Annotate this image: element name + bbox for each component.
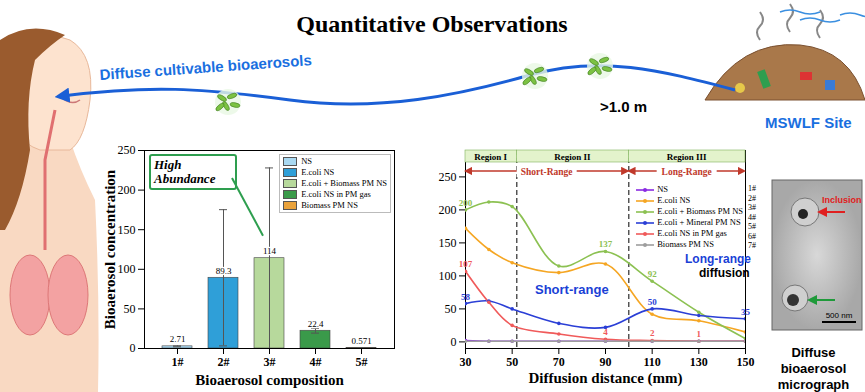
- svg-text:Bioaerosol composition: Bioaerosol composition: [195, 372, 344, 388]
- html-text:E.coli + Mineral PM NS: E.coli + Mineral PM NS: [657, 217, 741, 227]
- svg-text:150: 150: [737, 355, 755, 369]
- svg-text:Short-Range: Short-Range: [521, 167, 573, 177]
- html-text:E.coli NS in PM gas: E.coli NS in PM gas: [657, 228, 727, 238]
- svg-text:250: 250: [439, 170, 457, 184]
- html-text:Short-range: Short-range: [535, 282, 609, 297]
- html-text:7#: 7#: [748, 241, 756, 250]
- svg-text:200: 200: [439, 203, 457, 217]
- svg-text:4: 4: [603, 327, 608, 337]
- svg-text:0: 0: [130, 341, 136, 355]
- html-text:Biomass PM NS: Biomass PM NS: [301, 200, 358, 210]
- svg-text:3#: 3#: [264, 355, 276, 369]
- html-text:NS: NS: [657, 184, 669, 194]
- svg-text:92: 92: [648, 269, 658, 279]
- svg-text:Diffuse cultivable bioaerosols: Diffuse cultivable bioaerosols: [99, 51, 312, 83]
- svg-text:50: 50: [506, 355, 518, 369]
- svg-text:>1.0 m: >1.0 m: [600, 98, 647, 115]
- svg-text:150: 150: [118, 223, 136, 237]
- html-text:Diffuse bioaerosol micrograph: Diffuse bioaerosol micrograph: [777, 345, 850, 392]
- html-text:5#: 5#: [748, 222, 756, 231]
- svg-text:107: 107: [459, 259, 473, 269]
- svg-text:22.4: 22.4: [308, 319, 324, 329]
- svg-text:114: 114: [263, 246, 277, 256]
- svg-text:Region I: Region I: [474, 152, 507, 162]
- svg-text:137: 137: [599, 239, 613, 249]
- svg-text:0: 0: [451, 335, 457, 349]
- svg-text:150: 150: [439, 236, 457, 250]
- svg-text:Bioaerosol concentration: Bioaerosol concentration: [102, 169, 118, 329]
- svg-text:2: 2: [650, 328, 655, 338]
- svg-text:Region II: Region II: [554, 152, 591, 162]
- html-text:3#: 3#: [748, 203, 756, 212]
- svg-text:200: 200: [118, 183, 136, 197]
- svg-text:35: 35: [741, 307, 751, 317]
- svg-text:58: 58: [461, 292, 471, 302]
- svg-text:1: 1: [697, 329, 702, 339]
- svg-text:110: 110: [643, 355, 660, 369]
- svg-text:Long-Range: Long-Range: [662, 167, 712, 177]
- svg-text:4#: 4#: [310, 355, 322, 369]
- html-text:1#: 1#: [748, 184, 756, 193]
- svg-text:50: 50: [445, 302, 457, 316]
- svg-text:Inclusion: Inclusion: [822, 195, 862, 205]
- svg-text:Diffusion distance (mm): Diffusion distance (mm): [528, 370, 682, 387]
- svg-text:250: 250: [118, 143, 136, 157]
- svg-text:90: 90: [600, 355, 612, 369]
- html-text:Long-range: Long-range: [685, 252, 751, 266]
- html-text:4#: 4#: [748, 212, 756, 222]
- svg-text:50: 50: [124, 302, 136, 316]
- svg-text:0.571: 0.571: [351, 336, 371, 346]
- html-text:E.coli NS in PM gas: E.coli NS in PM gas: [301, 189, 371, 199]
- svg-text:89.3: 89.3: [216, 266, 232, 276]
- html-text:2#: 2#: [748, 193, 756, 203]
- html-text:E.coli NS: E.coli NS: [301, 167, 335, 177]
- svg-text:2#: 2#: [218, 355, 230, 369]
- html-text:High Abundance: High Abundance: [154, 157, 216, 186]
- svg-text:200: 200: [459, 198, 473, 208]
- svg-text:100: 100: [439, 269, 457, 283]
- html-text:E.coli NS: E.coli NS: [657, 195, 691, 205]
- svg-text:30: 30: [460, 355, 472, 369]
- html-text:6#: 6#: [748, 231, 756, 241]
- html-text:E.coli + Biomass PM NS: E.coli + Biomass PM NS: [301, 178, 387, 188]
- svg-text:130: 130: [690, 355, 708, 369]
- html-text:diffusion: diffusion: [699, 266, 750, 280]
- svg-text:Region III: Region III: [667, 152, 707, 162]
- svg-text:2.71: 2.71: [170, 334, 186, 344]
- svg-text:Quantitative Observations: Quantitative Observations: [296, 11, 567, 37]
- html-text:NS: NS: [301, 156, 313, 166]
- svg-text:MSWLF Site: MSWLF Site: [765, 114, 852, 131]
- svg-text:5#: 5#: [356, 355, 368, 369]
- html-text:E.coli + Biomass PM NS: E.coli + Biomass PM NS: [657, 206, 743, 216]
- svg-text:50: 50: [648, 297, 658, 307]
- svg-text:100: 100: [118, 262, 136, 276]
- svg-text:1#: 1#: [172, 355, 184, 369]
- svg-text:70: 70: [553, 355, 565, 369]
- svg-text:500 nm: 500 nm: [826, 311, 853, 320]
- html-text:Biomass PM NS: Biomass PM NS: [657, 239, 714, 249]
